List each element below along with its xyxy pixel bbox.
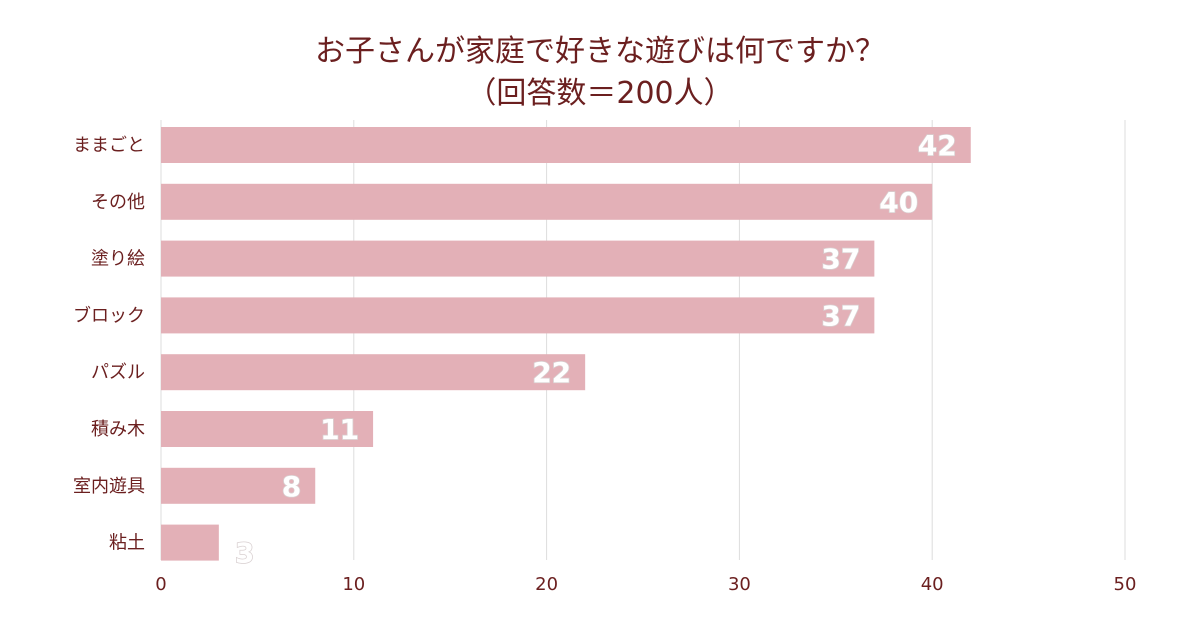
category-label: その他	[91, 192, 145, 213]
data-label: 37	[821, 299, 860, 332]
category-label: 粘土	[109, 533, 145, 554]
category-label: パズル	[91, 362, 145, 383]
data-label: 22	[532, 356, 571, 389]
data-label: 11	[320, 413, 359, 446]
category-label: 積み木	[91, 419, 145, 440]
data-label: 40	[879, 186, 918, 219]
x-tick-label: 50	[1114, 574, 1137, 595]
data-label: 37	[821, 243, 860, 276]
bar	[161, 467, 316, 504]
category-label: 塗り絵	[91, 248, 145, 270]
data-label: 3	[235, 537, 254, 570]
bar	[161, 411, 374, 447]
bar	[161, 183, 933, 220]
bar	[161, 240, 875, 277]
chart-title-line-2: （回答数＝200人）	[466, 76, 734, 111]
data-label: 42	[918, 129, 957, 162]
x-tick-label: 10	[342, 574, 365, 595]
bar	[161, 524, 219, 561]
chart-title-line-1: お子さんが家庭で好きな遊びは何ですか？	[315, 34, 885, 69]
bar	[161, 127, 971, 163]
x-tick-label: 20	[535, 574, 558, 595]
data-label: 8	[282, 470, 301, 503]
x-tick-label: 0	[155, 574, 166, 595]
category-label: ブロック	[73, 304, 145, 326]
bar	[161, 354, 586, 391]
bar	[161, 297, 875, 334]
x-tick-label: 30	[728, 574, 751, 595]
x-tick-label: 40	[921, 574, 944, 595]
category-label: 室内遊具	[73, 476, 145, 497]
category-label: ままごと	[73, 135, 145, 156]
